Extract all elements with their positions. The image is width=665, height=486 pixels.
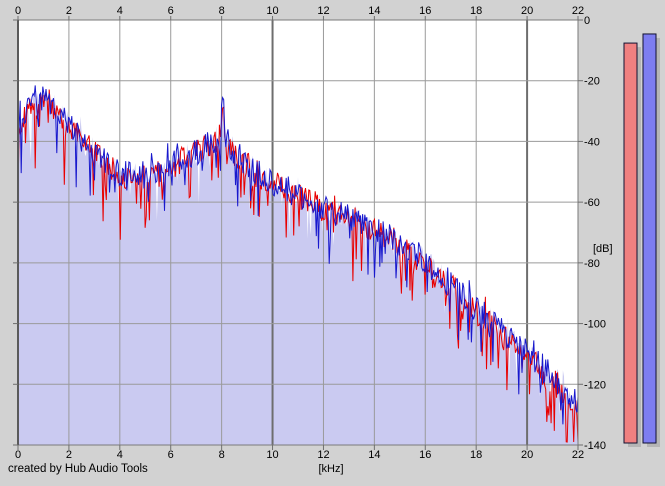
x-axis-tick-label-bottom: 8 — [219, 449, 225, 461]
x-axis-unit-label: [kHz] — [318, 463, 343, 475]
y-axis-tick-label: -40 — [584, 136, 600, 148]
x-axis-tick-label-top: 2 — [66, 5, 72, 17]
x-axis-tick-label-top: 8 — [219, 5, 225, 17]
y-axis-tick-label: 0 — [584, 15, 590, 27]
x-axis-tick-label-bottom: 14 — [368, 449, 380, 461]
x-axis-tick-label-bottom: 6 — [168, 449, 174, 461]
x-axis-tick-label-bottom: 0 — [15, 449, 21, 461]
x-axis-tick-label-bottom: 2 — [66, 449, 72, 461]
y-axis-tick-label: -80 — [584, 258, 600, 270]
x-axis-tick-label-top: 6 — [168, 5, 174, 17]
y-axis-tick-label: -120 — [584, 379, 606, 391]
x-axis-tick-label-top: 22 — [572, 5, 584, 17]
x-axis-tick-label-top: 12 — [317, 5, 329, 17]
x-axis-tick-label-top: 20 — [521, 5, 533, 17]
blue-spectrum-trace — [17, 85, 579, 425]
x-axis-tick-label-bottom: 12 — [317, 449, 329, 461]
y-axis-tick-label: -140 — [584, 440, 606, 452]
x-axis-tick-label-top: 10 — [266, 5, 278, 17]
x-axis-tick-label-bottom: 4 — [117, 449, 123, 461]
x-axis-tick-label-top: 18 — [470, 5, 482, 17]
x-axis-tick-label-top: 0 — [15, 5, 21, 17]
y-axis-tick-label: -60 — [584, 197, 600, 209]
x-axis-tick-label-top: 14 — [368, 5, 380, 17]
x-axis-tick-label-bottom: 16 — [419, 449, 431, 461]
x-axis-tick-label-bottom: 22 — [572, 449, 584, 461]
x-axis-tick-label-top: 4 — [117, 5, 123, 17]
left-level-meter-bar — [623, 42, 638, 444]
y-axis-tick-label: -100 — [584, 319, 606, 331]
right-level-meter-bar — [642, 33, 657, 444]
x-axis-tick-label-bottom: 18 — [470, 449, 482, 461]
x-axis-tick-label-top: 16 — [419, 5, 431, 17]
spectrum-fill-area — [18, 88, 578, 445]
y-axis-tick-label: -20 — [584, 76, 600, 88]
y-axis-unit-label: [dB] — [593, 243, 613, 255]
x-axis-tick-label-bottom: 10 — [266, 449, 278, 461]
footer-credit: created by Hub Audio Tools — [8, 463, 148, 475]
x-axis-tick-label-bottom: 20 — [521, 449, 533, 461]
